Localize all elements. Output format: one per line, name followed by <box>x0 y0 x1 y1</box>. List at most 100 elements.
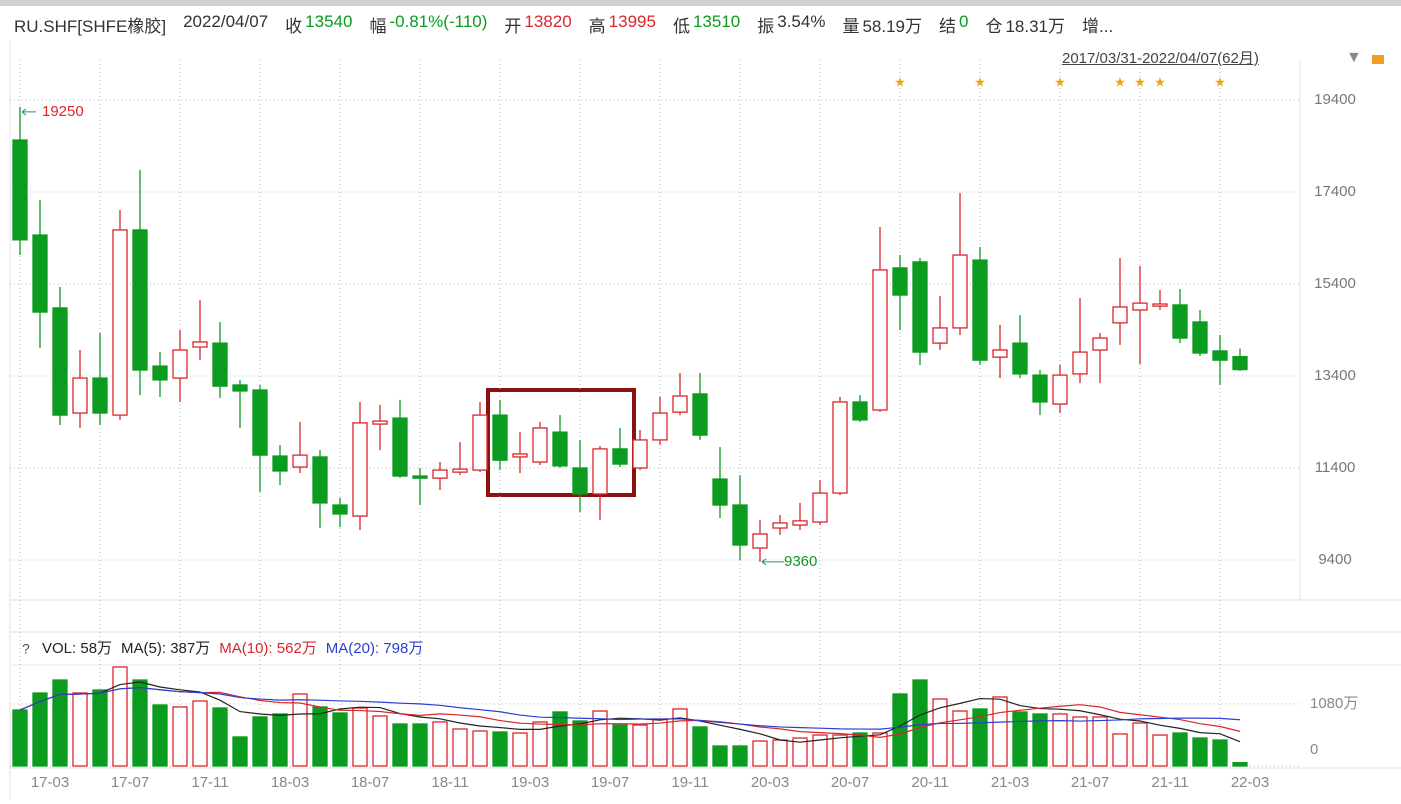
header-item: 高 13995 <box>589 12 656 37</box>
x-tick-label: 20-11 <box>911 774 948 791</box>
header-label: 收 <box>285 17 303 36</box>
header-item: 低 13510 <box>673 12 740 37</box>
header-label: 振 <box>757 17 775 36</box>
volume-bar <box>492 731 508 767</box>
volume-bar <box>392 723 408 767</box>
ma-line <box>19 686 1241 739</box>
volume-bar <box>232 736 248 767</box>
lock-icon[interactable] <box>1372 55 1384 64</box>
candle-body <box>172 349 188 379</box>
candle-body <box>72 377 88 414</box>
header-label: 增... <box>1082 17 1114 36</box>
candle-body <box>832 401 848 494</box>
legend-entry: VOL: 58万 <box>42 640 112 657</box>
volume-bar <box>712 745 728 767</box>
candle-body <box>792 520 808 526</box>
volume-bar <box>672 708 688 767</box>
header-value: 58.19万 <box>862 17 922 36</box>
candle-body <box>552 431 568 467</box>
volume-bar <box>312 706 328 767</box>
candle-body <box>672 395 688 413</box>
candle-body <box>872 269 888 411</box>
candle-body <box>652 412 668 441</box>
volume-bar <box>1092 716 1108 767</box>
x-tick-label: 18-03 <box>271 774 309 791</box>
volume-bar <box>292 693 308 767</box>
volume-bar <box>192 700 208 767</box>
x-tick-label: 20-03 <box>751 774 789 791</box>
volume-bar <box>212 707 228 767</box>
volume-bar <box>1172 732 1188 767</box>
header-value: 18.31万 <box>1005 17 1065 36</box>
candle-body <box>412 475 428 479</box>
volume-bar <box>1012 711 1028 767</box>
candle-body <box>52 307 68 416</box>
candle-body <box>632 439 648 469</box>
ma-line <box>19 686 1241 730</box>
candle-body <box>1052 374 1068 405</box>
header-value: 0 <box>958 12 969 31</box>
volume-bar <box>112 666 128 767</box>
candle-body <box>952 254 968 329</box>
candle-body <box>452 468 468 473</box>
volume-bar <box>892 693 908 767</box>
volume-bar <box>172 706 188 767</box>
volume-bar <box>832 734 848 767</box>
candle-body <box>852 401 868 421</box>
candle-body <box>1212 350 1228 361</box>
candle-body <box>332 504 348 515</box>
candle-body <box>712 478 728 506</box>
help-icon[interactable]: ? <box>22 641 30 657</box>
candle-body <box>892 267 908 296</box>
candle-body <box>972 259 988 361</box>
star: ★ <box>1054 74 1066 89</box>
y-tick-label: 19400 <box>1314 91 1356 108</box>
candle-body <box>392 417 408 477</box>
candle-body <box>372 420 388 425</box>
candle-body <box>692 393 708 436</box>
header-label: 开 <box>504 17 522 36</box>
star: ★ <box>1154 74 1166 89</box>
header-item: 收 13540 <box>285 12 352 37</box>
candle-body <box>1232 356 1248 371</box>
candle-body <box>532 427 548 463</box>
annotation-arrow <box>761 558 784 566</box>
x-tick-label: 19-03 <box>511 774 549 791</box>
candle-body <box>32 234 48 313</box>
volume-bar <box>1052 713 1068 767</box>
date-range[interactable]: 2017/03/31-2022/04/07(62月) <box>1062 50 1259 67</box>
y-tick-label: 0 <box>1310 741 1318 758</box>
volume-bar <box>92 689 108 767</box>
candle-body <box>812 492 828 523</box>
candle-body <box>912 261 928 353</box>
dropdown-arrow[interactable]: ▼ <box>1346 49 1362 66</box>
candle-body <box>1032 374 1048 403</box>
header-item: 仓 18.31万 <box>985 12 1065 37</box>
legend-entry: MA(20): 798万 <box>326 640 424 657</box>
header-label: 结 <box>938 17 956 36</box>
volume-bar <box>132 679 148 767</box>
header-value: 13510 <box>692 12 741 31</box>
candle-body <box>592 448 608 495</box>
volume-bar <box>912 679 928 767</box>
volume-bar <box>1212 739 1228 767</box>
header-item: 量 58.19万 <box>842 12 922 37</box>
candle-body <box>992 349 1008 358</box>
candle-body <box>492 414 508 461</box>
header-label: 幅 <box>369 17 387 36</box>
volume-bar <box>532 721 548 767</box>
candle-body <box>1132 302 1148 311</box>
candle-body <box>1112 306 1128 324</box>
star: ★ <box>974 74 986 89</box>
volume-bar <box>1192 737 1208 767</box>
star: ★ <box>894 74 906 89</box>
candle-body <box>1072 351 1088 375</box>
volume-bar <box>812 734 828 767</box>
max-label: 19250 <box>42 103 84 120</box>
star: ★ <box>1114 74 1126 89</box>
volume-bar <box>552 711 568 767</box>
header-item: 增... <box>1082 12 1113 37</box>
candle-body <box>12 139 28 241</box>
candle-body <box>152 365 168 381</box>
